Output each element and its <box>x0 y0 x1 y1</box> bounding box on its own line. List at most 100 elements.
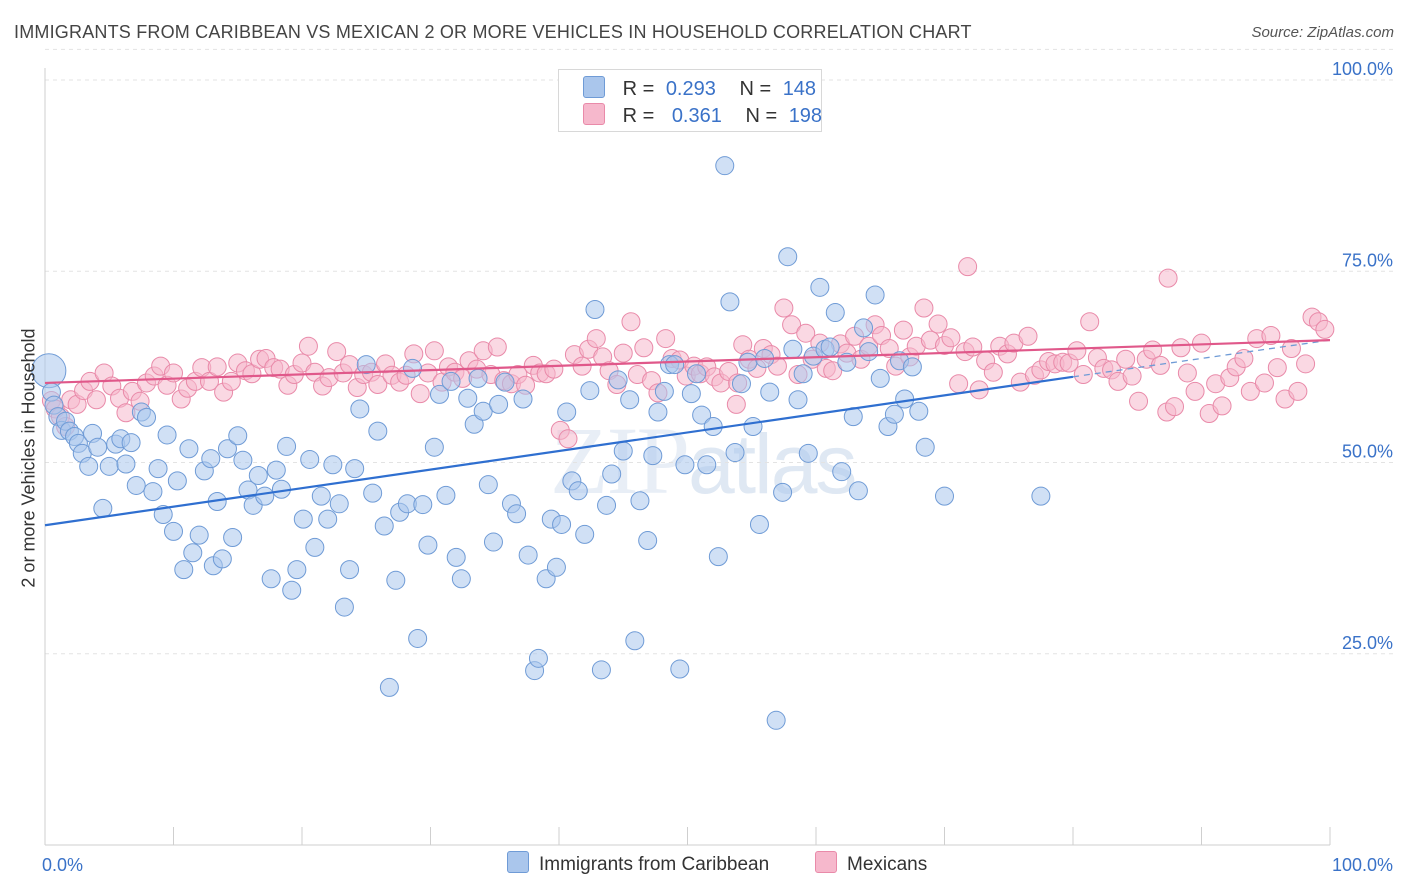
mexican-point <box>424 341 444 361</box>
caribbean-point <box>374 516 394 536</box>
caribbean-point <box>183 543 203 563</box>
caribbean-point <box>228 426 248 446</box>
caribbean-point <box>670 659 690 679</box>
caribbean-point <box>408 628 428 648</box>
legend-item-mexicans[interactable]: Mexicans <box>815 851 927 876</box>
caribbean-point <box>568 481 588 501</box>
mexican-point <box>634 338 654 358</box>
caribbean-point <box>121 433 141 453</box>
caribbean-point <box>608 370 628 390</box>
mexican-point <box>1080 312 1100 332</box>
caribbean-point <box>483 532 503 552</box>
caribbean-point <box>884 404 904 424</box>
caribbean-point <box>179 439 199 459</box>
caribbean-point <box>287 560 307 580</box>
legend-row-mexicans: R = 0.361 N = 198 <box>583 103 822 129</box>
mexican-point <box>879 339 899 359</box>
mexican-point <box>928 314 948 334</box>
caribbean-trend-line <box>44 375 1074 527</box>
caribbean-point <box>424 437 444 457</box>
caribbean-point <box>681 384 701 404</box>
caribbean-point <box>217 439 237 459</box>
caribbean-point <box>334 597 354 617</box>
mexican-point <box>823 361 843 381</box>
mexican-point <box>796 323 816 343</box>
caribbean-point <box>340 560 360 580</box>
caribbean-point <box>266 460 286 480</box>
caribbean-point <box>489 394 509 414</box>
caribbean-point <box>630 491 650 511</box>
caribbean-point <box>591 660 611 680</box>
caribbean-point <box>212 549 232 569</box>
mexican-point <box>782 315 802 335</box>
caribbean-point <box>643 446 663 466</box>
caribbean-point <box>356 355 376 375</box>
mexican-point <box>656 329 676 349</box>
caribbean-point <box>625 631 645 651</box>
caribbean-point <box>788 390 808 410</box>
caribbean-point <box>778 247 798 267</box>
caribbean-point <box>436 485 456 505</box>
caribbean-point <box>305 537 325 557</box>
caribbean-point <box>429 384 449 404</box>
caribbean-point <box>602 464 622 484</box>
legend-r-label: R = <box>622 78 655 100</box>
caribbean-point <box>613 441 633 461</box>
caribbean-point <box>528 648 548 668</box>
caribbean-point <box>738 352 758 372</box>
x-tick-label: 100.0% <box>1332 855 1393 875</box>
caribbean-point <box>157 425 177 445</box>
caribbean-point <box>743 417 763 437</box>
y-tick-label: 100.0% <box>1332 59 1393 79</box>
mexican-point <box>914 298 934 318</box>
legend-n-label: N = <box>739 78 772 100</box>
caribbean-point <box>810 277 830 297</box>
caribbean-point <box>143 482 163 502</box>
caribbean-point <box>859 342 879 362</box>
caribbean-point <box>665 355 685 375</box>
caribbean-point <box>854 318 874 338</box>
caribbean-point <box>318 509 338 529</box>
mexican-point <box>1129 391 1149 411</box>
caribbean-point <box>820 337 840 357</box>
caribbean-point <box>418 535 438 555</box>
mexican-point <box>1288 381 1308 401</box>
caribbean-point <box>282 580 302 600</box>
caribbean-point <box>379 677 399 697</box>
caribbean-point <box>766 710 786 730</box>
caribbean-point <box>116 454 136 474</box>
caribbean-point <box>725 443 745 463</box>
caribbean-point <box>895 389 915 409</box>
caribbean-point <box>692 405 712 425</box>
mexican-point <box>1267 358 1287 378</box>
caribbean-point <box>557 402 577 422</box>
caribbean-point <box>413 495 433 515</box>
caribbean-point <box>902 357 922 377</box>
legend-n-value: 148 <box>782 78 817 100</box>
caribbean-point <box>552 514 572 534</box>
caribbean-point <box>731 374 751 394</box>
legend-r-value: 0.361 <box>671 105 722 127</box>
legend-item-caribbean[interactable]: Immigrants from Caribbean <box>507 851 769 876</box>
caribbean-point <box>446 547 466 567</box>
caribbean-point <box>865 285 885 305</box>
caribbean-point <box>760 382 780 402</box>
caribbean-point <box>675 455 695 475</box>
correlation-legend: R = 0.293 N = 148 R = 0.361 N = 198 <box>558 69 822 132</box>
mexican-point <box>292 353 312 373</box>
caribbean-point <box>137 407 157 427</box>
caribbean-point <box>518 545 538 565</box>
caribbean-point <box>825 303 845 323</box>
mexican-point <box>941 328 961 348</box>
caribbean-point <box>386 570 406 590</box>
caribbean-point <box>585 300 605 319</box>
caribbean-point <box>708 547 728 567</box>
caribbean-point <box>749 514 769 534</box>
caribbean-point <box>478 475 498 495</box>
caribbean-point <box>580 381 600 401</box>
caribbean-point <box>441 371 461 391</box>
caribbean-point <box>451 569 471 589</box>
mexican-point <box>1158 268 1178 288</box>
caribbean-point <box>99 456 119 476</box>
caribbean-point <box>793 364 813 384</box>
